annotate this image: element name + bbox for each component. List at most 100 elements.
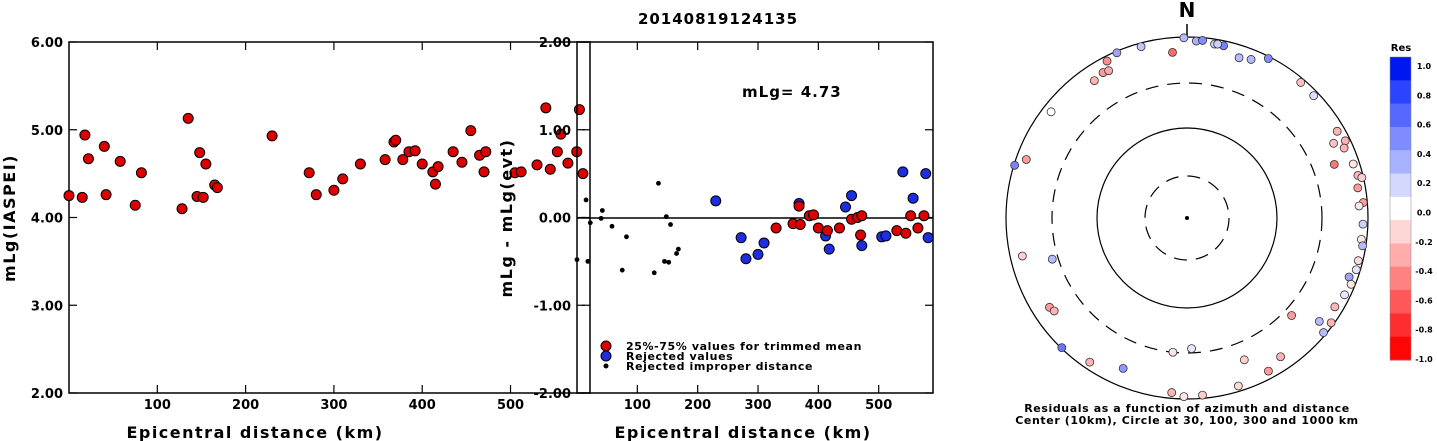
- station-marker: [1010, 160, 1020, 170]
- colorbar-tick-label: 0.6: [1417, 121, 1432, 130]
- station-marker: [1330, 302, 1340, 312]
- data-point: [182, 112, 194, 124]
- station-marker: [1104, 66, 1114, 76]
- trimmed-point: [812, 222, 824, 234]
- data-point: [551, 146, 563, 158]
- colorbar-block: [1390, 103, 1411, 128]
- x-tick-label: 500: [497, 398, 524, 413]
- trimmed-point: [856, 210, 868, 222]
- station-marker: [1358, 219, 1368, 229]
- colorbar-block: [1390, 196, 1411, 221]
- rejected-point: [880, 230, 892, 242]
- station-marker: [1351, 265, 1361, 275]
- improper-distance-point: [624, 234, 629, 240]
- station-marker: [1340, 290, 1349, 300]
- station-marker: [1263, 54, 1273, 63]
- station-marker: [1102, 56, 1112, 66]
- station-marker: [1287, 311, 1296, 320]
- x-tick-label: 100: [144, 398, 171, 413]
- polar-data-points: [1010, 33, 1368, 402]
- data-point: [337, 173, 349, 185]
- data-point: [480, 146, 492, 158]
- station-marker: [1239, 355, 1249, 365]
- station-marker: [1309, 91, 1319, 101]
- station-marker: [1319, 328, 1328, 337]
- data-point: [100, 189, 112, 201]
- legend-marker-improper: [603, 363, 609, 369]
- data-point: [135, 167, 147, 179]
- data-point: [354, 158, 366, 170]
- station-marker: [1112, 48, 1122, 58]
- left-y-axis-label: mLg(IASPEI): [0, 154, 19, 282]
- colorbar-title: Res: [1391, 43, 1411, 54]
- trimmed-point: [793, 200, 805, 212]
- improper-distance-point: [598, 215, 604, 221]
- colorbar-block: [1390, 173, 1411, 198]
- trimmed-point: [770, 222, 782, 234]
- data-point: [197, 191, 209, 203]
- data-point: [573, 104, 585, 116]
- ring-300km: [1051, 82, 1323, 354]
- station-marker: [1198, 390, 1207, 400]
- colorbar-block: [1390, 57, 1411, 81]
- y-tick-label: -1.00: [534, 299, 571, 314]
- trimmed-point: [808, 209, 820, 221]
- legend-marker-rejected: [600, 350, 612, 362]
- rejected-point: [840, 201, 852, 213]
- colorbar-block: [1390, 80, 1411, 105]
- station-marker: [1179, 33, 1189, 43]
- colorbar-block: [1390, 336, 1411, 361]
- data-point: [328, 184, 340, 196]
- improper-distance-point: [674, 251, 679, 256]
- ring-30km: [1144, 175, 1230, 261]
- colorbar-tick-label: -0.2: [1415, 238, 1433, 247]
- rejected-point: [897, 166, 909, 178]
- colorbar-tick-label: -0.6: [1415, 296, 1433, 305]
- x-tick-label: 100: [624, 398, 651, 413]
- legend-label-improper: Rejected improper distance: [626, 360, 813, 373]
- colorbar-block: [1390, 266, 1411, 291]
- data-point: [98, 140, 110, 152]
- colorbar-block: [1390, 290, 1411, 314]
- rejected-point: [907, 192, 919, 204]
- trimmed-point: [821, 225, 833, 237]
- data-point: [397, 154, 409, 166]
- polar-center: [1185, 216, 1189, 220]
- legend-label-trimmed: 25%-75% values for trimmed mean: [626, 340, 862, 353]
- y-tick-label: 2.00: [539, 36, 571, 51]
- right-legend: 25%-75% values for trimmed mean Rejected…: [600, 340, 862, 373]
- x-tick-label: 200: [684, 398, 711, 413]
- y-tick-label: 0.00: [539, 212, 571, 227]
- station-marker: [1168, 347, 1178, 357]
- polar-caption-line2: Center (10km), Circle at 30, 100, 300 an…: [1015, 414, 1359, 427]
- trimmed-point: [900, 227, 912, 239]
- improper-distance-point: [583, 197, 589, 203]
- data-point: [303, 167, 315, 179]
- data-point: [266, 130, 278, 142]
- station-marker: [1118, 363, 1128, 373]
- colorbar-block: [1390, 243, 1411, 268]
- station-marker: [1346, 279, 1356, 289]
- right-axis-ticks: 100 200 300 400 500 -2.00 -1.00 0.00 1.00 2.00: [534, 36, 933, 413]
- colorbar-tick-label: 0.8: [1417, 91, 1432, 100]
- station-marker: [1329, 159, 1339, 169]
- colorbar-frame: [1389, 56, 1412, 361]
- colorbar-block: [1390, 313, 1411, 338]
- legend-marker-trimmed: [600, 340, 612, 352]
- rejected-point: [823, 243, 835, 255]
- trimmed-point: [794, 219, 806, 231]
- station-marker: [1246, 55, 1256, 64]
- data-point: [194, 147, 206, 159]
- x-tick-label: 500: [865, 398, 892, 413]
- station-marker: [1357, 173, 1367, 183]
- y-tick-label: 3.00: [31, 299, 63, 314]
- colorbar-tick-label: 0.0: [1417, 209, 1432, 218]
- improper-distance-point: [651, 270, 657, 276]
- data-point: [456, 156, 468, 168]
- station-marker: [1047, 254, 1057, 264]
- station-marker: [1354, 201, 1364, 211]
- station-marker: [1353, 183, 1363, 193]
- data-point: [447, 146, 459, 158]
- station-marker: [1198, 36, 1207, 45]
- colorbar-tick-label: -1.0: [1415, 355, 1433, 364]
